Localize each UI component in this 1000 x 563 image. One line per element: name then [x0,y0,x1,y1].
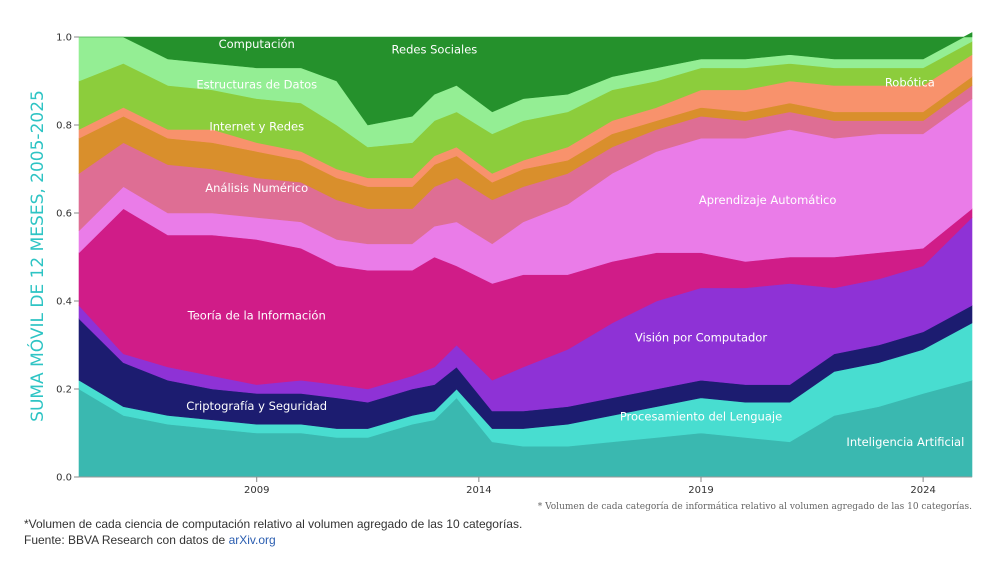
arxiv-link[interactable]: arXiv.org [228,533,276,547]
x-tick-label: 2024 [910,485,935,496]
series-label-analisis-numerico: Análisis Numérico [205,181,308,195]
series-label-teoria-de-la-informacion: Teoría de la Información [187,308,326,322]
axes-layer: 0.0 0.2 0.4 0.6 0.8 1.0 2009 2014 2019 2024 [56,33,972,496]
x-tick-label: 2014 [466,485,491,496]
footnote-source: Fuente: BBVA Research con datos de arXiv… [24,533,276,547]
x-tick-label: 2019 [688,485,713,496]
series-label-inteligencia-artificial: Inteligencia Artificial [846,435,964,449]
footnote-volume: *Volumen de cada ciencia de computación … [24,517,523,531]
chart-annotation: * Volumen de cada categoría de informáti… [538,501,972,512]
series-label-procesamiento-del-lenguaje: Procesamiento del Lenguaje [620,410,782,424]
series-label-estructuras-de-datos: Estructuras de Datos [196,77,317,91]
y-tick-label: 0.8 [56,121,72,132]
series-label-redes-sociales: Redes Sociales [392,43,478,57]
series-label-robotica: Robótica [885,75,935,89]
series-labels-layer: Computación Redes Sociales Estructuras de … [186,37,964,449]
area-series-layer [78,32,973,478]
y-tick-label: 0.0 [56,473,72,484]
y-tick-label: 0.4 [56,297,72,308]
y-tick-label: 0.6 [56,209,72,220]
series-label-internet-y-redes: Internet y Redes [209,119,304,133]
series-label-vision-por-computador: Visión por Computador [635,330,767,344]
series-label-aprendizaje-automatico: Aprendizaje Automático [699,193,837,207]
area-redes-sociales [78,32,973,126]
y-tick-label: 1.0 [56,33,72,44]
footnote-source-prefix: Fuente: BBVA Research con datos de [24,533,229,547]
x-tick-label: 2009 [244,485,269,496]
series-label-computacion: Computación [219,37,295,51]
series-label-criptografia-y-seguridad: Criptografía y Seguridad [186,399,327,413]
y-axis-title: SUMA MÓVIL DE 12 MESES, 2005-2025 [26,90,48,422]
y-tick-label: 0.2 [56,385,72,396]
